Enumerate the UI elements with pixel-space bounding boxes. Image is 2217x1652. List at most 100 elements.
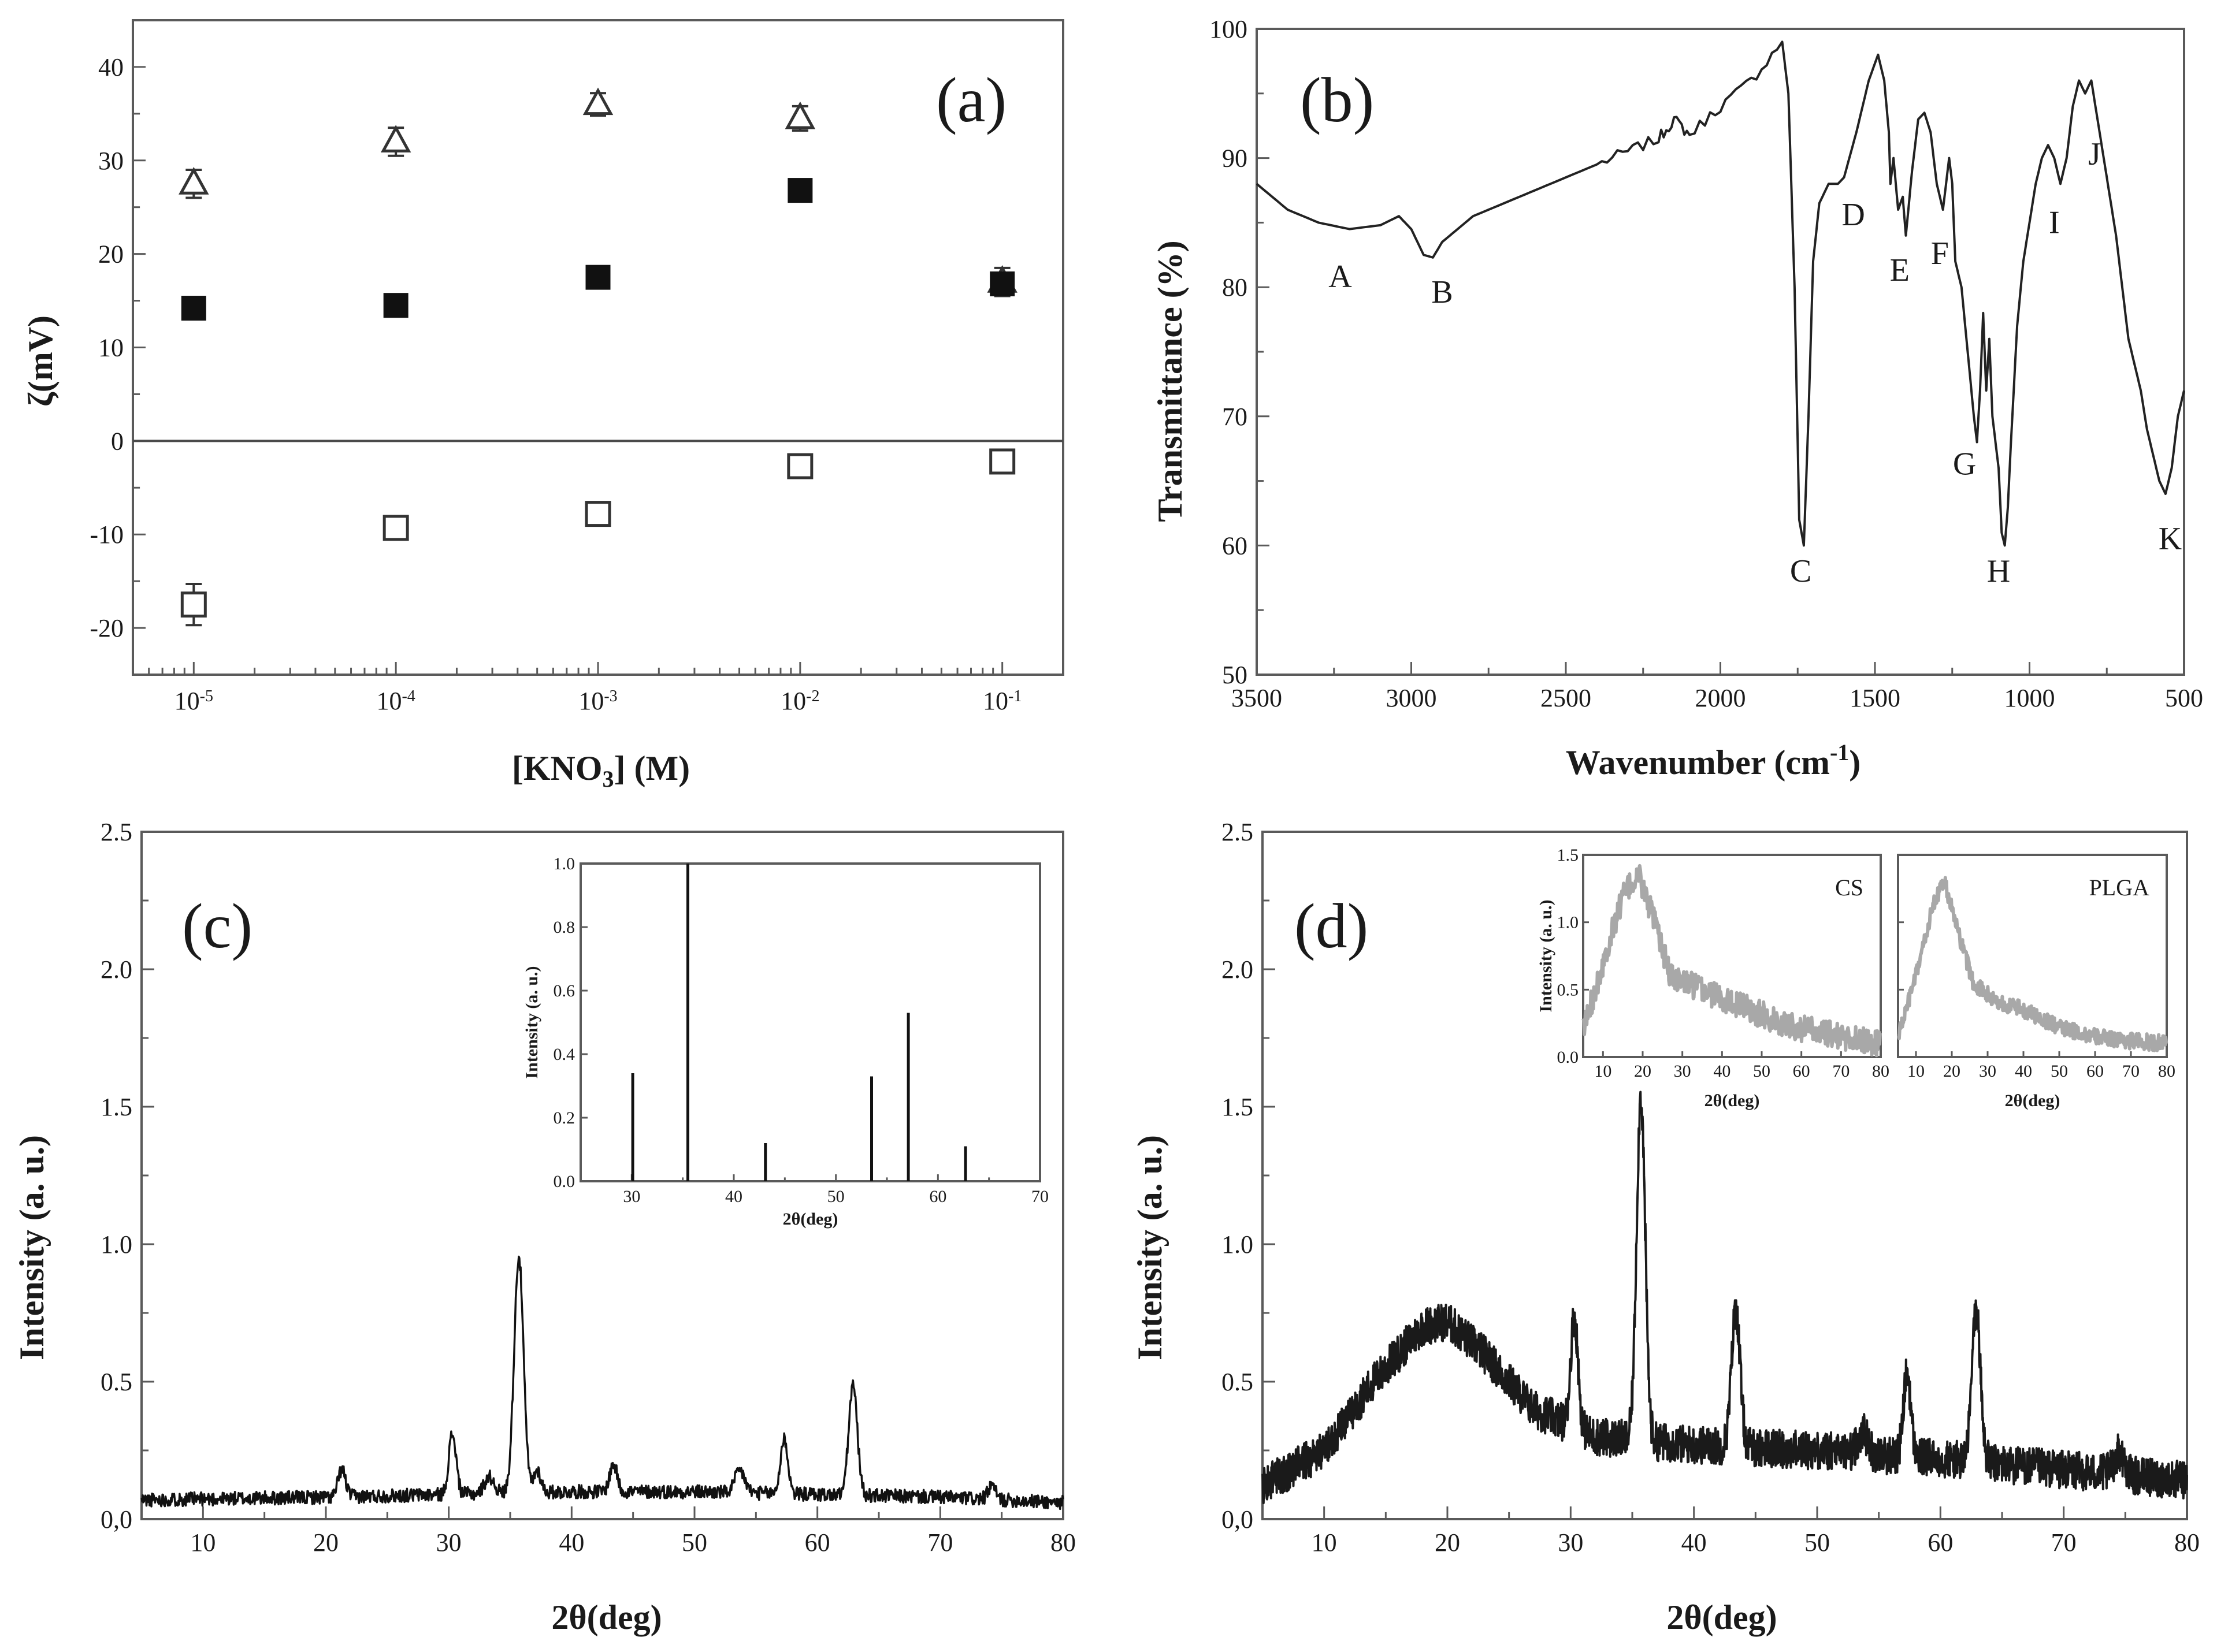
inset-ylabel: Intensity (a. u.) [522,966,541,1078]
data-point-open-square [787,453,814,479]
y-tick-label: 1.0 [101,1230,132,1259]
data-point-open-square [180,591,207,618]
y-tick-label: 30 [98,147,124,175]
x-tick-label: 3500 [1231,684,1282,712]
panel-c-xrd: (c) Intensity (a. u.) 2θ(deg) 10 20 30 40 50… [13,818,1076,1636]
plot-frame [1256,28,2185,676]
x-tick-label: 30 [1558,1528,1583,1557]
y-tick-label: 1.0 [554,854,575,873]
inset-xlabel: 2θ(deg) [2005,1091,2060,1110]
y-tick-label: 0.0 [1557,1048,1579,1067]
y-tick-label: 50 [1222,661,1247,689]
x-tick-label: 80 [2174,1528,2200,1557]
inset-cs: 10 20 30 40 50 60 70 80 0.0 0.5 1.0 1.5 CS 2θ(deg) Int… [1536,846,1889,1110]
y-tick-label: 0,0 [101,1505,132,1534]
inset-reference-pattern: 30 40 50 60 70 0.0 0.2 0.4 0.6 0.8 1.0 2θ(deg) Inten… [522,854,1049,1229]
y-tick-label: -10 [90,520,124,549]
data-point-triangle [785,101,816,129]
plot-frame [140,831,1064,1520]
y-tick-label: 90 [1222,144,1247,173]
x-tick-label: 80 [2158,1062,2175,1081]
x-tick-label: 3000 [1386,684,1437,712]
y-tick-label: 40 [98,53,124,81]
x-tick-label: 30 [1674,1062,1691,1081]
panel-b-label: (b) [1300,65,1374,135]
peak-label-B: B [1431,274,1453,310]
y-tick-label: 80 [1222,273,1247,302]
x-tick-label: 20 [1943,1062,1960,1081]
x-tick-label: 40 [725,1187,742,1206]
x-tick-label: 40 [1713,1062,1730,1081]
panel-d-xrd: (d) Intensity (a. u.) 2θ(deg) 10 20 30 40 50… [1131,818,2200,1636]
peak-label-A: A [1328,259,1352,295]
y-tick-label: 0.4 [554,1045,575,1064]
x-tick-label: 70 [2051,1528,2077,1557]
data-point-filled-square [585,265,611,290]
x-tick-label: 10-5 [174,687,213,715]
y-tick-label: -20 [90,614,124,642]
data-point-open-square [585,501,611,527]
x-tick-label: 50 [682,1528,707,1557]
data-point-triangle [179,167,209,195]
peak-label-J: J [2088,136,2101,172]
panel-a-xlabel: [KNO3] (M) [512,749,690,792]
x-tick-label: 50 [827,1187,845,1206]
peak-label-E: E [1890,252,1910,288]
x-tick-label: 500 [2165,684,2203,712]
data-point-open-square [989,448,1016,475]
data-point-triangle [380,125,411,152]
x-tick-label: 30 [623,1187,640,1206]
plot-frame [1582,854,1882,1058]
data-point-filled-square [990,271,1015,296]
panel-b-ylabel: Transmittance (%) [1151,240,1189,522]
y-tick-label: 0.2 [554,1108,575,1128]
plot-frame [132,19,1064,676]
y-tick-label: 2.5 [101,818,132,846]
panel-b-ftir: (b) Transmittance (%) Wavenumber (cm-1) … [1151,15,2203,782]
xrd-pattern-line [1261,1091,2188,1505]
panel-c-ylabel: Intensity (a. u.) [13,1135,51,1360]
x-tick-label: 60 [1928,1528,1953,1557]
x-tick-label: 10-3 [578,687,617,715]
y-tick-label: 70 [1222,403,1247,431]
y-tick-label: 0.8 [554,918,575,937]
y-tick-label: 0.0 [554,1172,575,1191]
x-tick-label: 80 [1872,1062,1889,1081]
x-tick-label: 40 [1681,1528,1707,1557]
inset-plga: 10 20 30 40 50 60 70 80 PLGA 2θ(deg) [1896,854,2175,1110]
y-tick-label: 2.0 [101,955,132,984]
panel-d-ylabel: Intensity (a. u.) [1131,1135,1169,1360]
inset-pattern-line [1896,876,2168,1052]
x-tick-label: 40 [2015,1062,2032,1081]
inset-pattern-line [1581,864,1882,1058]
ftir-spectrum-line [1256,40,2185,547]
x-tick-label: 70 [1031,1187,1049,1206]
peak-label-H: H [1987,553,2010,589]
x-tick-label: 50 [1753,1062,1770,1081]
x-tick-label: 1000 [2004,684,2055,712]
y-tick-label: 2.5 [1221,818,1253,846]
x-tick-label: 2000 [1695,684,1746,712]
x-tick-label: 80 [1050,1528,1076,1557]
y-tick-label: 100 [1209,15,1247,43]
y-tick-label: 20 [98,240,124,269]
panel-c-xlabel: 2θ(deg) [551,1598,662,1636]
y-tick-label: 1.5 [1557,846,1579,865]
y-tick-label: 1.5 [101,1093,132,1121]
panel-b-xlabel: Wavenumber (cm-1) [1566,739,1861,782]
x-tick-label: 60 [805,1528,830,1557]
y-tick-label: 2.0 [1221,955,1253,984]
x-tick-label: 30 [436,1528,462,1557]
peak-label-K: K [2159,521,2182,557]
x-tick-label: 2500 [1540,684,1591,712]
peak-label-G: G [1953,446,1976,482]
panel-d-label: (d) [1294,891,1368,961]
data-point-filled-square [383,293,409,318]
y-tick-label: 1.5 [1221,1093,1253,1121]
x-tick-label: 1500 [1850,684,1900,712]
x-tick-label: 20 [1634,1062,1651,1081]
y-tick-label: 0.6 [554,981,575,1000]
inset-label-cs: CS [1835,875,1863,901]
y-tick-label: 10 [98,334,124,362]
